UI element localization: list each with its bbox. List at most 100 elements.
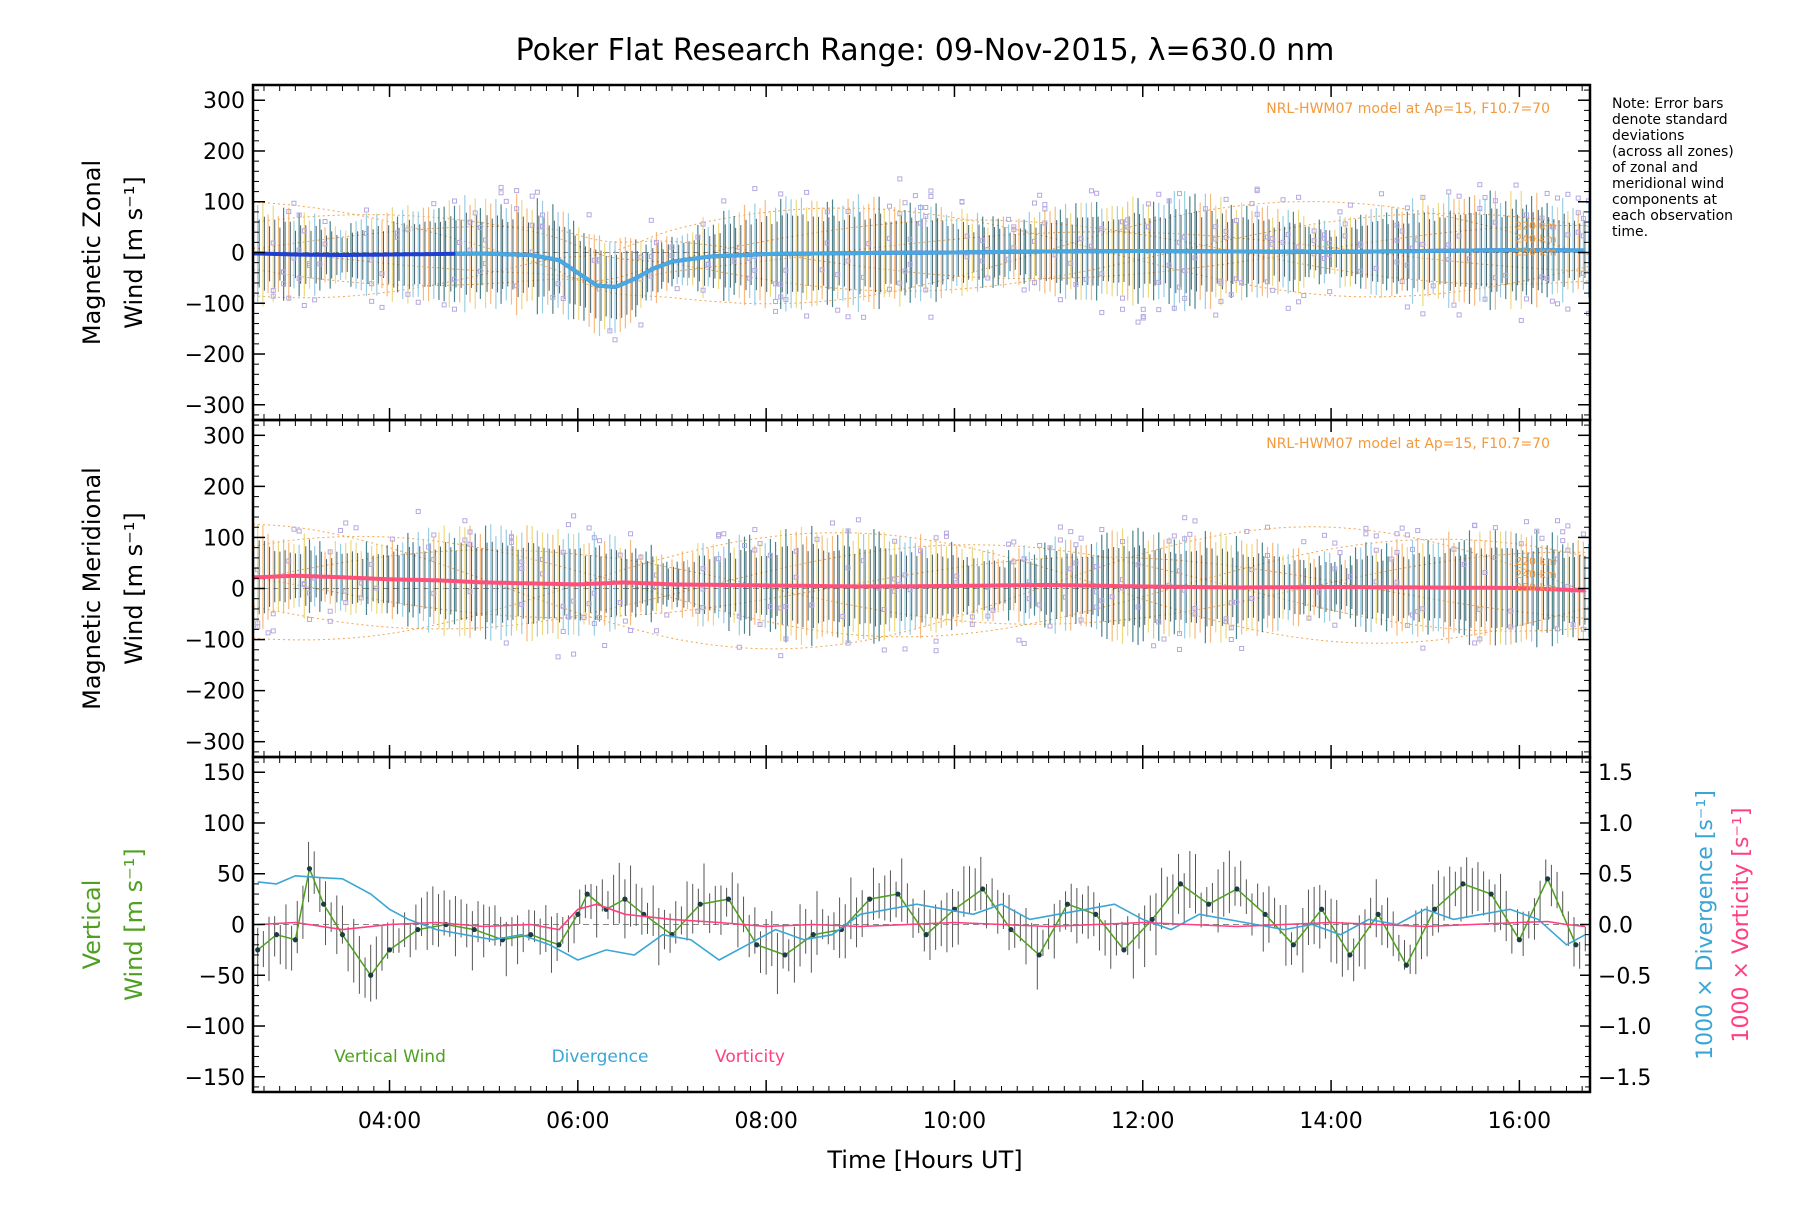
model-label: NRL-HWM07 model at Ap=15, F10.7=70 — [1266, 436, 1550, 452]
scatter-point — [1156, 279, 1162, 285]
scatter-point — [943, 530, 949, 536]
scatter-point — [1182, 515, 1188, 521]
scatter-point — [767, 603, 773, 609]
x-tick-label: 12:00 — [1111, 1109, 1174, 1134]
scatter-point — [1249, 567, 1255, 573]
scatter-point — [540, 223, 546, 229]
vertical-wind-point — [1290, 942, 1297, 948]
scatter-point — [571, 651, 577, 657]
scatter-point — [1321, 235, 1327, 241]
scatter-point — [1394, 549, 1400, 555]
scatter-point — [415, 508, 421, 514]
scatter-point — [286, 558, 292, 564]
scatter-point — [1539, 535, 1545, 541]
y-tick-label: 300 — [203, 424, 245, 449]
scatter-point — [1492, 198, 1498, 204]
y-tick-label: 100 — [203, 812, 245, 837]
vertical-wind-point — [1545, 876, 1551, 882]
scatter-point — [265, 630, 271, 636]
right-tick-label: 0.0 — [1598, 914, 1633, 939]
scatter-point — [1166, 262, 1172, 268]
legend-item: Vorticity — [715, 1047, 785, 1067]
model-curve — [252, 231, 1591, 283]
scatter-point — [343, 520, 349, 526]
y-tick-label: 300 — [203, 89, 245, 114]
scatter-point — [338, 527, 344, 533]
scatter-point — [1363, 531, 1369, 537]
scatter-point — [1580, 531, 1586, 537]
scatter-point — [778, 653, 784, 659]
scatter-point — [1135, 562, 1141, 568]
scatter-point — [628, 531, 634, 537]
scatter-point — [897, 176, 903, 182]
scatter-point — [861, 558, 867, 564]
scatter-point — [1192, 611, 1198, 617]
scatter-point — [1575, 195, 1581, 201]
scatter-point — [1337, 550, 1343, 556]
scatter-point — [1415, 609, 1421, 615]
scatter-point — [1399, 525, 1405, 531]
y-tick-label: 0 — [231, 914, 245, 939]
vertical-wind-point — [528, 932, 534, 938]
scatter-point — [560, 603, 566, 609]
scatter-point — [721, 198, 727, 204]
scatter-point — [555, 281, 561, 287]
scatter-point — [565, 522, 571, 528]
scatter-point — [1477, 607, 1483, 613]
scatter-point — [1451, 302, 1457, 308]
scatter-point — [1492, 525, 1498, 531]
y-tick-label: −100 — [185, 292, 245, 317]
scatter-point — [824, 240, 830, 246]
scatter-point — [923, 287, 929, 293]
scatter-point — [1580, 270, 1586, 276]
scatter-point — [296, 212, 302, 218]
scatter-point — [1296, 244, 1302, 250]
scatter-point — [1037, 192, 1043, 198]
series-line-vorticity — [257, 903, 1586, 931]
scatter-point — [591, 535, 597, 541]
model-label: NRL-HWM07 model at Ap=15, F10.7=70 — [1266, 101, 1550, 117]
scatter-point — [902, 268, 908, 274]
scatter-point — [1280, 197, 1286, 203]
scatter-point — [897, 211, 903, 217]
scatter-point — [1461, 561, 1467, 567]
scatter-point — [809, 602, 815, 608]
scatter-point — [1565, 523, 1571, 529]
scatter-point — [1404, 304, 1410, 310]
scatter-point — [1539, 215, 1545, 221]
scatter-point — [695, 608, 701, 614]
scatter-point — [793, 548, 799, 554]
scatter-point — [881, 606, 887, 612]
scatter-point — [617, 600, 623, 606]
scatter-point — [752, 186, 758, 192]
scatter-point — [1166, 538, 1172, 544]
x-tick-label: 08:00 — [734, 1109, 797, 1134]
right-tick-label: 1.5 — [1598, 761, 1633, 786]
scatter-point — [1565, 191, 1571, 197]
vertical-wind-point — [725, 896, 732, 902]
scatter-point — [1373, 533, 1379, 539]
note-line: denote standard — [1612, 112, 1728, 128]
scatter-point — [602, 642, 608, 648]
scatter-point — [716, 533, 722, 539]
scatter-point — [1316, 589, 1322, 595]
scatter-point — [923, 213, 929, 219]
vertical-wind-point — [556, 942, 562, 948]
x-tick-label: 04:00 — [358, 1109, 421, 1134]
scatter-point — [379, 271, 385, 277]
scatter-point — [395, 230, 401, 236]
scatter-point — [296, 247, 302, 253]
scatter-point — [1182, 536, 1188, 542]
scatter-point — [845, 528, 851, 534]
scatter-point — [560, 296, 566, 302]
scatter-point — [1373, 579, 1379, 585]
scatter-point — [653, 239, 659, 245]
scatter-point — [431, 556, 437, 562]
scatter-point — [565, 614, 571, 620]
x-tick-label: 06:00 — [546, 1109, 609, 1134]
scatter-point — [1176, 239, 1182, 245]
scatter-point — [778, 294, 784, 300]
scatter-point — [1011, 539, 1017, 545]
altitude-label: 250 km — [1515, 245, 1557, 258]
scatter-point — [638, 554, 644, 560]
